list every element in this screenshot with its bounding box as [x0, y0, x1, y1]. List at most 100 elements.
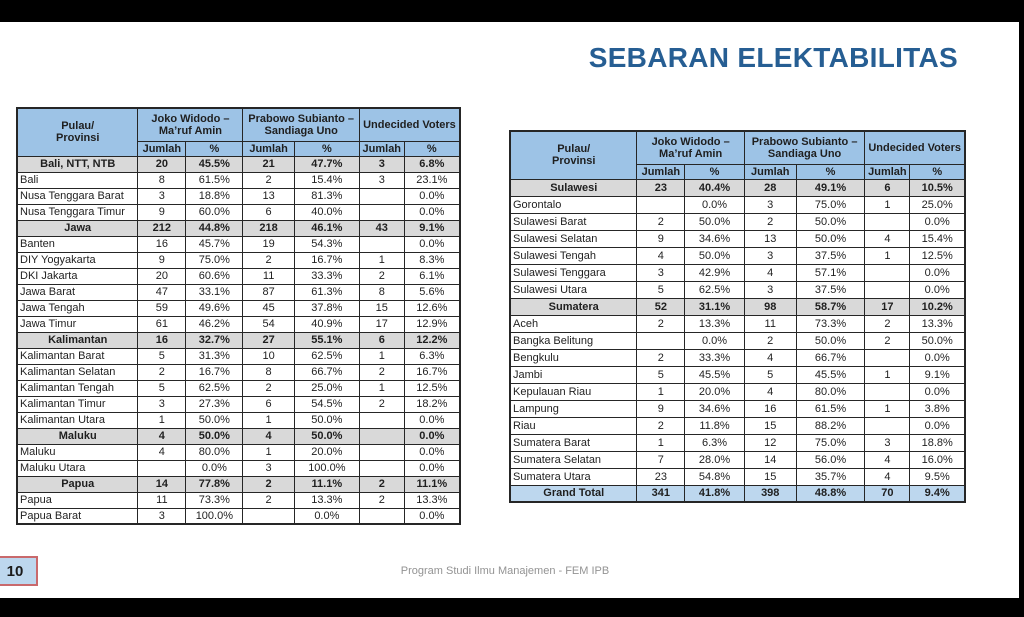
value-cell: 47	[137, 283, 187, 301]
value-cell: 75.0%	[795, 195, 866, 214]
value-cell: 8	[358, 283, 405, 301]
value-cell	[358, 507, 405, 525]
value-cell: 45.5%	[795, 365, 866, 384]
value-cell: 16	[137, 331, 187, 349]
province-cell: Maluku Utara	[16, 459, 139, 477]
province-cell: Banten	[16, 235, 139, 253]
value-cell: 46.2%	[185, 315, 244, 333]
province-cell: Grand Total	[509, 484, 638, 503]
table-row: DKI Jakarta 20 60.6% 11 33.3% 2 6.1%	[16, 267, 461, 285]
province-cell: Riau	[509, 416, 638, 435]
value-cell: 0.0%	[909, 348, 966, 367]
value-cell: 0.0%	[185, 459, 244, 477]
province-cell: Kalimantan Utara	[16, 411, 139, 429]
province-cell: Jawa Timur	[16, 315, 139, 333]
value-cell: 11.8%	[684, 416, 745, 435]
province-cell: Papua	[16, 491, 139, 509]
value-cell: 42.9%	[684, 263, 745, 282]
value-cell: 0.0%	[403, 427, 461, 445]
value-cell: 50.0%	[293, 411, 360, 429]
value-cell: 12	[743, 433, 797, 452]
value-cell: 4	[636, 246, 686, 265]
value-cell: 9.5%	[909, 467, 966, 486]
value-cell	[358, 459, 405, 477]
table-row: DIY Yogyakarta 9 75.0% 2 16.7% 1 8.3%	[16, 251, 461, 269]
value-cell: 35.7%	[795, 467, 866, 486]
value-cell: 11	[743, 314, 797, 333]
value-cell: 23.1%	[403, 171, 461, 189]
value-cell: 9.4%	[909, 484, 966, 503]
value-cell: 1	[358, 251, 405, 269]
value-cell	[242, 507, 295, 525]
value-cell: 80.0%	[185, 443, 244, 461]
value-cell: 11.1%	[403, 475, 461, 493]
value-cell: 50.0%	[684, 246, 745, 265]
subheader-pct: %	[185, 140, 244, 157]
value-cell: 73.3%	[795, 314, 866, 333]
subheader-pct: %	[909, 163, 966, 180]
province-cell: Sulawesi Utara	[509, 280, 638, 299]
value-cell: 6	[864, 178, 911, 197]
table-row: Aceh 2 13.3% 11 73.3% 2 13.3%	[509, 314, 966, 333]
province-cell: Sulawesi Barat	[509, 212, 638, 231]
province-cell: Sumatera Utara	[509, 467, 638, 486]
letterbox-bottom-bar	[0, 598, 1024, 617]
value-cell: 18.2%	[403, 395, 461, 413]
value-cell: 66.7%	[795, 348, 866, 367]
value-cell: 2	[242, 491, 295, 509]
value-cell: 62.5%	[684, 280, 745, 299]
value-cell: 13.3%	[909, 314, 966, 333]
table-row: Banten 16 45.7% 19 54.3% 0.0%	[16, 235, 461, 253]
table-row: Riau 2 11.8% 15 88.2% 0.0%	[509, 416, 966, 435]
value-cell	[358, 411, 405, 429]
section-row: Maluku 4 50.0% 4 50.0% 0.0%	[16, 427, 461, 445]
value-cell: 46.1%	[293, 219, 360, 237]
value-cell: 0.0%	[293, 507, 360, 525]
value-cell: 33.3%	[684, 348, 745, 367]
value-cell: 45.5%	[684, 365, 745, 384]
value-cell: 0.0%	[684, 331, 745, 350]
value-cell: 5	[743, 365, 797, 384]
value-cell: 77.8%	[185, 475, 244, 493]
value-cell: 10	[242, 347, 295, 365]
section-row: Bali, NTT, NTB 20 45.5% 21 47.7% 3 6.8%	[16, 155, 461, 173]
electability-table-right: Pulau/Provinsi Joko Widodo – Ma’ruf Amin …	[509, 130, 966, 503]
value-cell: 3.8%	[909, 399, 966, 418]
value-cell: 3	[743, 280, 797, 299]
value-cell: 0.0%	[909, 263, 966, 282]
value-cell	[358, 427, 405, 445]
province-cell: Papua	[16, 475, 139, 493]
value-cell: 16	[743, 399, 797, 418]
value-cell	[636, 331, 686, 350]
value-cell: 54	[242, 315, 295, 333]
value-cell: 18.8%	[909, 433, 966, 452]
table-row: Kalimantan Utara 1 50.0% 1 50.0% 0.0%	[16, 411, 461, 429]
value-cell: 0.0%	[684, 195, 745, 214]
province-cell: Aceh	[509, 314, 638, 333]
value-cell: 2	[242, 379, 295, 397]
slide-title: SEBARAN ELEKTABILITAS	[588, 42, 958, 73]
value-cell: 20.0%	[684, 382, 745, 401]
value-cell: 34.6%	[684, 229, 745, 248]
value-cell: 50.0%	[185, 411, 244, 429]
value-cell: 1	[864, 195, 911, 214]
province-cell: Kalimantan Timur	[16, 395, 139, 413]
value-cell: 33.1%	[185, 283, 244, 301]
value-cell: 10.5%	[909, 178, 966, 197]
value-cell: 2	[358, 267, 405, 285]
value-cell: 8	[137, 171, 187, 189]
value-cell: 20	[137, 155, 187, 173]
subheader-pct: %	[795, 163, 866, 180]
value-cell: 1	[242, 411, 295, 429]
table-row: Kalimantan Tengah 5 62.5% 2 25.0% 1 12.5%	[16, 379, 461, 397]
value-cell: 75.0%	[185, 251, 244, 269]
value-cell: 1	[636, 382, 686, 401]
value-cell: 3	[636, 263, 686, 282]
value-cell	[358, 235, 405, 253]
value-cell: 15	[358, 299, 405, 317]
table-row: Gorontalo 0.0% 3 75.0% 1 25.0%	[509, 195, 966, 214]
value-cell: 52	[636, 297, 686, 316]
footer-text: Program Studi Ilmu Manajemen - FEM IPB	[400, 565, 610, 577]
value-cell: 37.8%	[293, 299, 360, 317]
value-cell: 2	[358, 363, 405, 381]
